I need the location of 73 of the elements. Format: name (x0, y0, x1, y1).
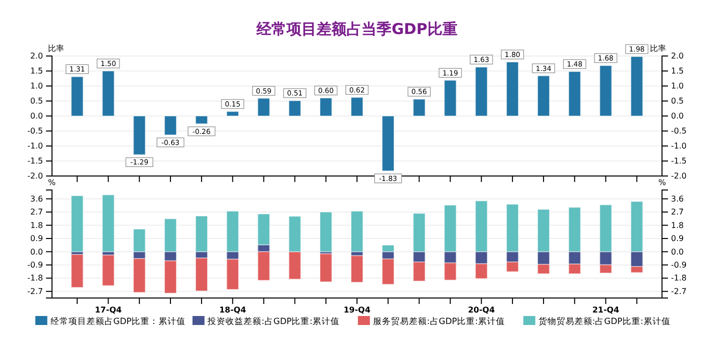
bar (102, 70, 115, 116)
bar (350, 255, 364, 283)
legend-label: 投资收益差额:占GDP比重:累计值 (206, 316, 340, 327)
y-tick-label: 1.0 (30, 82, 43, 91)
bar (630, 56, 644, 116)
bar (350, 210, 364, 252)
y-tick-label: 0.0 (30, 112, 43, 121)
x-tick-label: 21-Q4 (592, 306, 620, 315)
y2-tick-label: 1.8 (671, 220, 684, 230)
x-tick-label: 18-Q4 (219, 306, 246, 315)
y-tick-label: -0.9 (27, 260, 43, 270)
y2-tick-label: 2.7 (671, 208, 684, 217)
bar (506, 62, 519, 116)
bar (195, 116, 208, 124)
chart-title: 经常项目差额占当季GDP比重 (256, 20, 458, 38)
bar (537, 75, 550, 116)
y-tick-label: 0.5 (30, 96, 43, 106)
y2-tick-label: 2.0 (671, 52, 684, 61)
bar (102, 194, 115, 252)
y2-tick-label: 0.0 (671, 247, 684, 256)
y-tick-label: 2.7 (30, 208, 43, 217)
bar (382, 116, 394, 172)
y2-tick-label: -2.7 (671, 286, 687, 296)
bar (70, 254, 84, 288)
y-tick-label: 0.9 (30, 234, 43, 244)
bar (102, 254, 115, 286)
bar (226, 111, 239, 116)
y-axis-title: 比率 (48, 44, 64, 53)
y-tick-label: -2.0 (27, 172, 43, 181)
y-tick-label: -1.8 (27, 274, 43, 283)
x-tick-label: 19-Q4 (344, 306, 371, 315)
bar (350, 97, 364, 116)
y-tick-label: 1.8 (30, 220, 43, 230)
y2-tick-label: -0.9 (671, 260, 687, 270)
y-tick-label: 0.0 (30, 247, 43, 256)
bar (444, 80, 457, 116)
y2-tick-label: -1.8 (671, 274, 687, 283)
bar (568, 71, 581, 116)
y-tick-label: -1.5 (27, 156, 43, 166)
bar (70, 195, 84, 252)
y2-tick-label: 3.6 (671, 194, 684, 204)
bar (70, 76, 84, 116)
x-tick-label: 17-Q4 (94, 306, 122, 315)
y2-tick-label: 0.9 (671, 234, 684, 244)
legend-label: 服务贸易差额:占GDP比重:累计值 (372, 316, 505, 327)
y2-tick-label: 0.5 (671, 96, 684, 106)
bar (164, 116, 177, 136)
y2-tick-label: 1.5 (671, 66, 684, 76)
bar (257, 98, 270, 116)
bar (288, 100, 302, 116)
y-tick-label: 3.6 (30, 194, 43, 204)
x-tick-label: 20-Q4 (468, 306, 496, 315)
y2-tick-label: -1.5 (671, 156, 687, 166)
y-tick-label: 1.5 (30, 66, 43, 76)
bar (412, 98, 426, 116)
y-tick-label: -0.5 (27, 126, 43, 136)
bar (599, 65, 612, 116)
y2-axis-title: % (658, 178, 666, 187)
legend-label: 经常项目差额占GDP比重：累计值 (50, 316, 186, 327)
y-tick-label: -2.7 (27, 286, 43, 296)
legend-label: 货物贸易差额:占GDP比重:累计值 (538, 316, 670, 327)
y2-tick-label: 0.0 (671, 112, 684, 121)
y2-tick-label: -2.0 (671, 172, 687, 181)
bar (475, 66, 488, 116)
bar (320, 98, 332, 116)
y2-axis-title: 比率 (650, 44, 666, 53)
y-tick-label: -1.0 (27, 142, 43, 151)
y2-tick-label: 1.0 (671, 82, 684, 91)
y2-tick-label: -0.5 (671, 126, 687, 136)
y-axis-title: % (48, 178, 56, 187)
bar (133, 116, 146, 156)
y-tick-label: 2.0 (30, 52, 43, 61)
y2-tick-label: -1.0 (671, 142, 687, 151)
